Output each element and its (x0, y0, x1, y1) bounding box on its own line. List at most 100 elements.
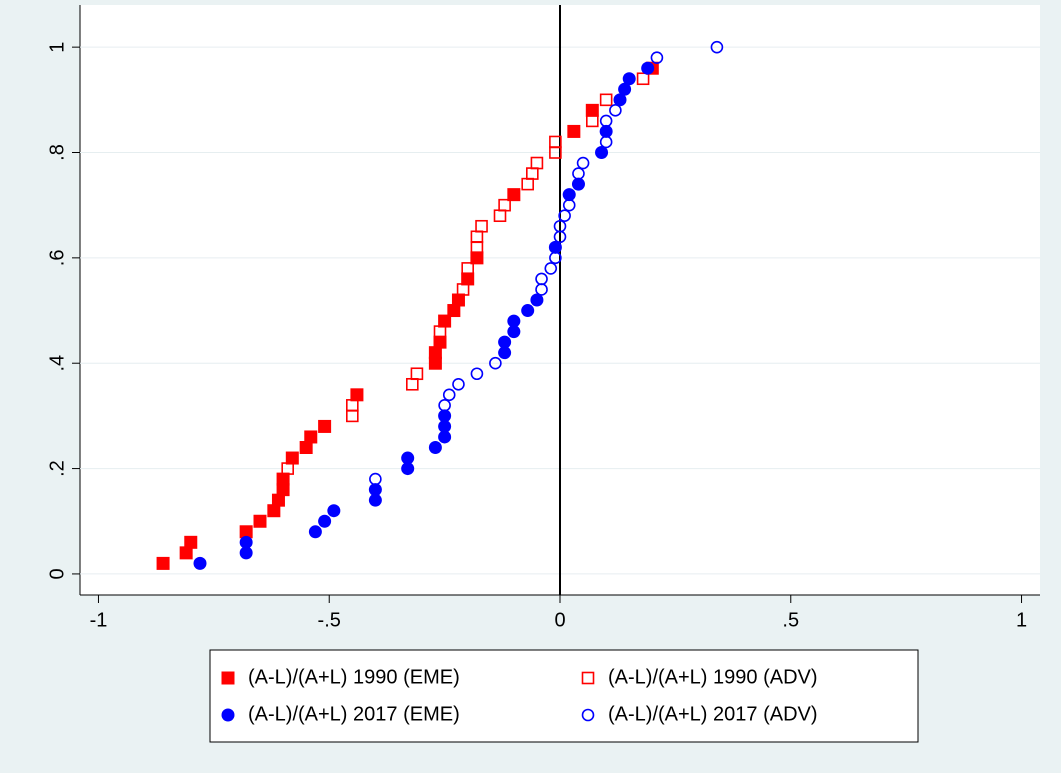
legend-marker (221, 671, 235, 685)
point (650, 51, 664, 64)
point (530, 293, 544, 307)
point (438, 314, 452, 328)
point (558, 209, 571, 223)
point (567, 124, 581, 138)
point (239, 535, 253, 549)
point (544, 262, 558, 275)
point (433, 325, 447, 338)
legend-marker (581, 671, 595, 685)
point (498, 346, 512, 360)
legend-marker (221, 708, 235, 722)
legend-label: (A-L)/(A+L) 2017 (ADV) (608, 703, 818, 725)
point (599, 114, 613, 128)
point (470, 367, 484, 381)
point (562, 198, 576, 212)
point (327, 504, 341, 518)
point (304, 430, 318, 444)
point (595, 146, 609, 159)
point (609, 104, 622, 117)
point (599, 124, 613, 138)
point (530, 156, 544, 170)
point (498, 198, 511, 212)
point (562, 188, 576, 202)
point (447, 304, 461, 318)
point (368, 493, 382, 507)
y-tick-label: 0 (46, 568, 68, 579)
point (548, 240, 562, 254)
point (636, 72, 650, 86)
y-tick-label: .6 (46, 250, 68, 267)
point (613, 93, 627, 107)
point (442, 388, 456, 402)
point (253, 514, 267, 528)
point (576, 156, 590, 170)
x-tick-label: -1 (90, 609, 108, 631)
point (489, 356, 502, 370)
point (507, 325, 521, 339)
point (438, 399, 451, 412)
point (641, 61, 655, 75)
point (184, 535, 198, 549)
point (452, 377, 465, 391)
point (267, 504, 281, 518)
point (475, 219, 488, 233)
y-tick-label: .8 (46, 144, 68, 161)
point (498, 335, 512, 349)
point (239, 525, 253, 539)
point (428, 441, 442, 454)
point (618, 82, 632, 96)
point (553, 219, 567, 233)
point (276, 472, 290, 486)
point (470, 251, 484, 265)
point (549, 251, 562, 265)
point (433, 335, 447, 349)
y-tick-label: .4 (46, 355, 68, 372)
point (710, 40, 724, 54)
point (318, 419, 332, 433)
point (585, 103, 599, 117)
x-tick-label: -.5 (318, 609, 341, 631)
legend-box (209, 649, 919, 743)
point (521, 304, 535, 318)
point (428, 346, 442, 360)
point (281, 462, 294, 475)
legend-label: (A-L)/(A+L) 2017 (EME) (248, 703, 460, 725)
point (586, 114, 599, 128)
point (428, 356, 442, 370)
point (572, 167, 585, 180)
point (461, 272, 475, 286)
point (193, 556, 207, 570)
point (622, 72, 636, 86)
x-tick-label: 1 (1016, 609, 1027, 631)
point (507, 188, 521, 202)
point (507, 314, 521, 328)
point (401, 462, 415, 476)
point (179, 546, 193, 560)
legend-label: (A-L)/(A+L) 1990 (EME) (248, 666, 460, 688)
point (350, 388, 364, 402)
point (549, 135, 562, 149)
point (346, 399, 359, 412)
point (271, 493, 285, 507)
point (438, 419, 452, 433)
point (299, 441, 313, 454)
legend-marker (581, 708, 595, 722)
point (308, 525, 322, 539)
point (438, 409, 452, 423)
point (239, 546, 253, 560)
point (461, 262, 474, 275)
point (368, 483, 382, 497)
point (156, 556, 170, 570)
point (451, 293, 465, 307)
y-tick-label: .2 (46, 460, 68, 477)
legend-label: (A-L)/(A+L) 1990 (ADV) (608, 666, 818, 688)
point (535, 272, 548, 286)
point (599, 135, 613, 149)
point (276, 483, 290, 497)
x-tick-label: .5 (782, 609, 799, 631)
point (599, 93, 613, 107)
point (438, 430, 452, 444)
point (369, 472, 382, 486)
point (401, 451, 415, 465)
